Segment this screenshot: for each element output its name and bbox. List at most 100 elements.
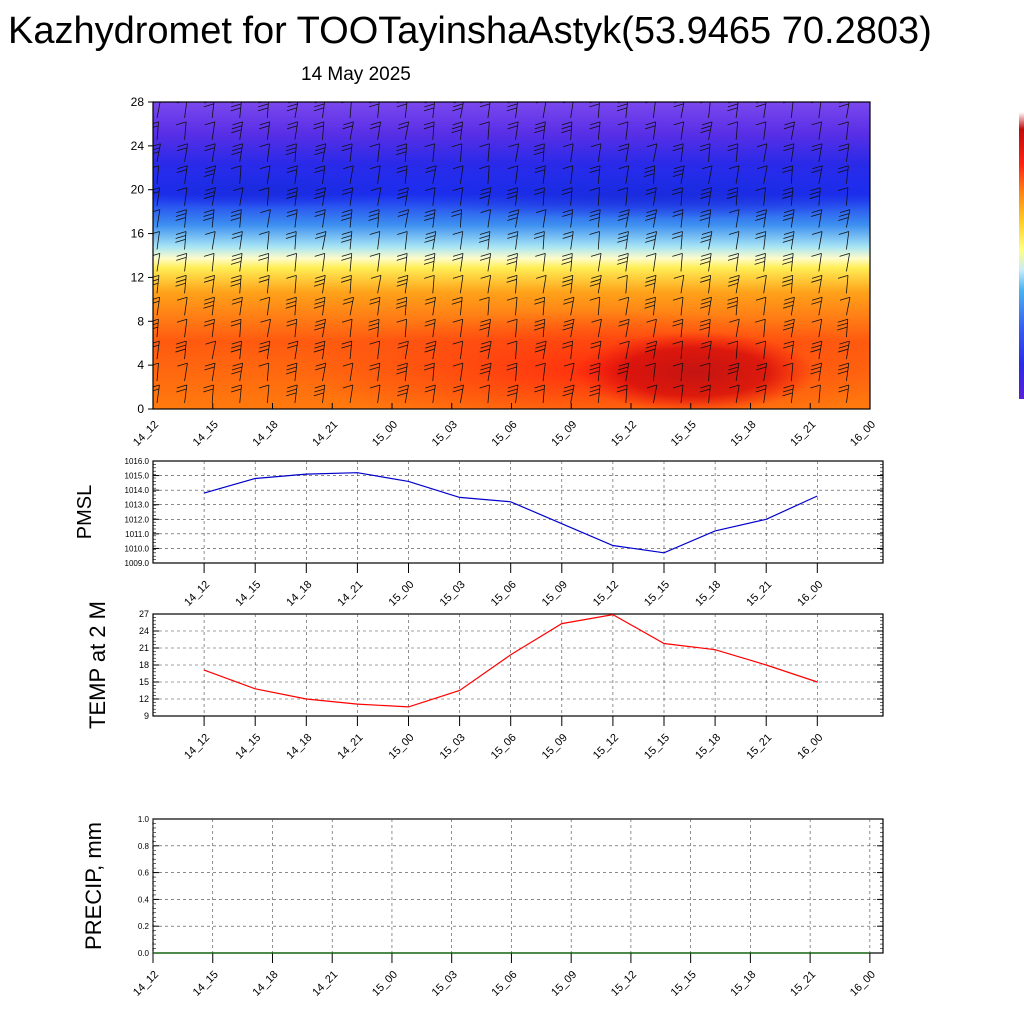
barb-flag bbox=[507, 388, 518, 393]
barb-flag bbox=[153, 209, 160, 213]
barb-flag bbox=[589, 366, 600, 371]
barb-flag bbox=[534, 125, 545, 130]
barb-flag bbox=[644, 169, 655, 174]
wind-barb bbox=[314, 187, 326, 206]
barb-staff bbox=[542, 102, 547, 118]
barb-staff bbox=[790, 275, 794, 294]
x-tick-label: 15_03 bbox=[430, 419, 460, 449]
barb-flag bbox=[645, 191, 656, 195]
wind-barb bbox=[646, 318, 657, 338]
barb-flag bbox=[176, 253, 187, 257]
barb-staff bbox=[349, 275, 352, 294]
wind-barb bbox=[153, 209, 161, 228]
barb-staff bbox=[597, 102, 600, 118]
barb-flag bbox=[260, 209, 271, 213]
barb-flag bbox=[590, 143, 602, 148]
barb-flag bbox=[286, 296, 297, 301]
barb-staff bbox=[570, 253, 573, 272]
barb-flag bbox=[153, 147, 160, 151]
wind-barb bbox=[203, 296, 215, 316]
barb-flag bbox=[257, 107, 269, 112]
wind-barb bbox=[480, 274, 492, 294]
x-tick-label: 15_15 bbox=[642, 579, 672, 609]
barb-flag bbox=[561, 257, 573, 261]
barb-flag bbox=[645, 125, 656, 130]
barb-flag bbox=[342, 362, 354, 367]
barb-staff bbox=[652, 319, 657, 338]
barb-staff bbox=[377, 253, 381, 272]
wind-barb bbox=[230, 274, 242, 294]
barb-staff bbox=[156, 143, 161, 162]
barb-flag bbox=[203, 103, 214, 108]
chart-title: Kazhydromet for TOOTayinshaAstyk(53.9465… bbox=[8, 10, 932, 52]
barb-staff bbox=[735, 363, 740, 382]
barb-flag bbox=[589, 213, 600, 217]
barb-flag bbox=[203, 384, 214, 389]
y-tick-label: 1011.0 bbox=[125, 530, 149, 539]
barb-flag bbox=[153, 253, 160, 256]
barb-staff bbox=[763, 297, 767, 316]
barb-staff bbox=[211, 165, 216, 184]
barb-staff bbox=[404, 341, 409, 360]
barb-staff bbox=[790, 187, 794, 206]
barb-flag bbox=[506, 340, 518, 345]
wind-barb bbox=[756, 274, 767, 294]
barb-flag bbox=[258, 253, 269, 257]
wind-barb bbox=[203, 165, 216, 184]
barb-flag bbox=[424, 253, 436, 257]
barb-staff bbox=[432, 143, 436, 162]
wind-barb bbox=[589, 165, 601, 184]
barb-flag bbox=[755, 253, 766, 257]
barb-staff bbox=[487, 275, 492, 294]
x-tick-label: 15_03 bbox=[438, 579, 468, 609]
barb-staff bbox=[459, 275, 464, 294]
barb-flag bbox=[507, 235, 518, 239]
barb-staff bbox=[184, 275, 187, 294]
y-tick-label: 9 bbox=[144, 711, 149, 721]
wind-barb bbox=[727, 340, 739, 360]
heatmap-cold-band bbox=[390, 171, 870, 219]
barb-flag bbox=[314, 296, 326, 301]
barb-staff bbox=[735, 209, 740, 228]
barb-staff bbox=[377, 275, 382, 294]
wind-barb bbox=[286, 318, 298, 338]
barb-flag bbox=[645, 274, 657, 279]
barb-flag bbox=[286, 213, 297, 217]
barb-staff bbox=[708, 165, 713, 184]
wind-barb bbox=[314, 318, 326, 338]
wind-barb bbox=[783, 143, 795, 162]
wind-barb bbox=[727, 143, 739, 162]
barb-flag bbox=[534, 348, 545, 353]
barb-flag bbox=[839, 213, 850, 217]
barb-staff bbox=[377, 297, 381, 316]
wind-barb bbox=[755, 121, 767, 140]
barb-staff bbox=[184, 231, 187, 250]
barb-staff bbox=[239, 275, 242, 294]
barb-flag bbox=[783, 253, 794, 257]
barb-flag bbox=[563, 388, 574, 393]
barb-flag bbox=[838, 366, 849, 371]
y-tick-label: 0.8 bbox=[138, 842, 150, 851]
barb-flag bbox=[672, 209, 684, 213]
barb-staff bbox=[349, 363, 354, 382]
barb-flag bbox=[232, 121, 243, 126]
barb-staff bbox=[349, 231, 353, 250]
wind-barb bbox=[395, 143, 408, 162]
barb-staff bbox=[846, 275, 849, 294]
barb-flag bbox=[645, 278, 656, 283]
barb-staff bbox=[349, 165, 354, 184]
barb-flag bbox=[204, 296, 215, 301]
barb-flag bbox=[728, 253, 739, 257]
wind-barb bbox=[452, 384, 464, 404]
barb-flag bbox=[562, 278, 573, 283]
barb-flag bbox=[424, 121, 435, 126]
x-tick-label: 15_21 bbox=[744, 732, 774, 762]
barb-flag bbox=[839, 209, 851, 213]
barb-staff bbox=[459, 363, 464, 382]
barb-flag bbox=[285, 147, 297, 152]
wind-barb bbox=[506, 384, 519, 404]
wind-barb bbox=[451, 209, 462, 228]
barb-flag bbox=[369, 296, 381, 301]
barb-staff bbox=[404, 121, 410, 140]
